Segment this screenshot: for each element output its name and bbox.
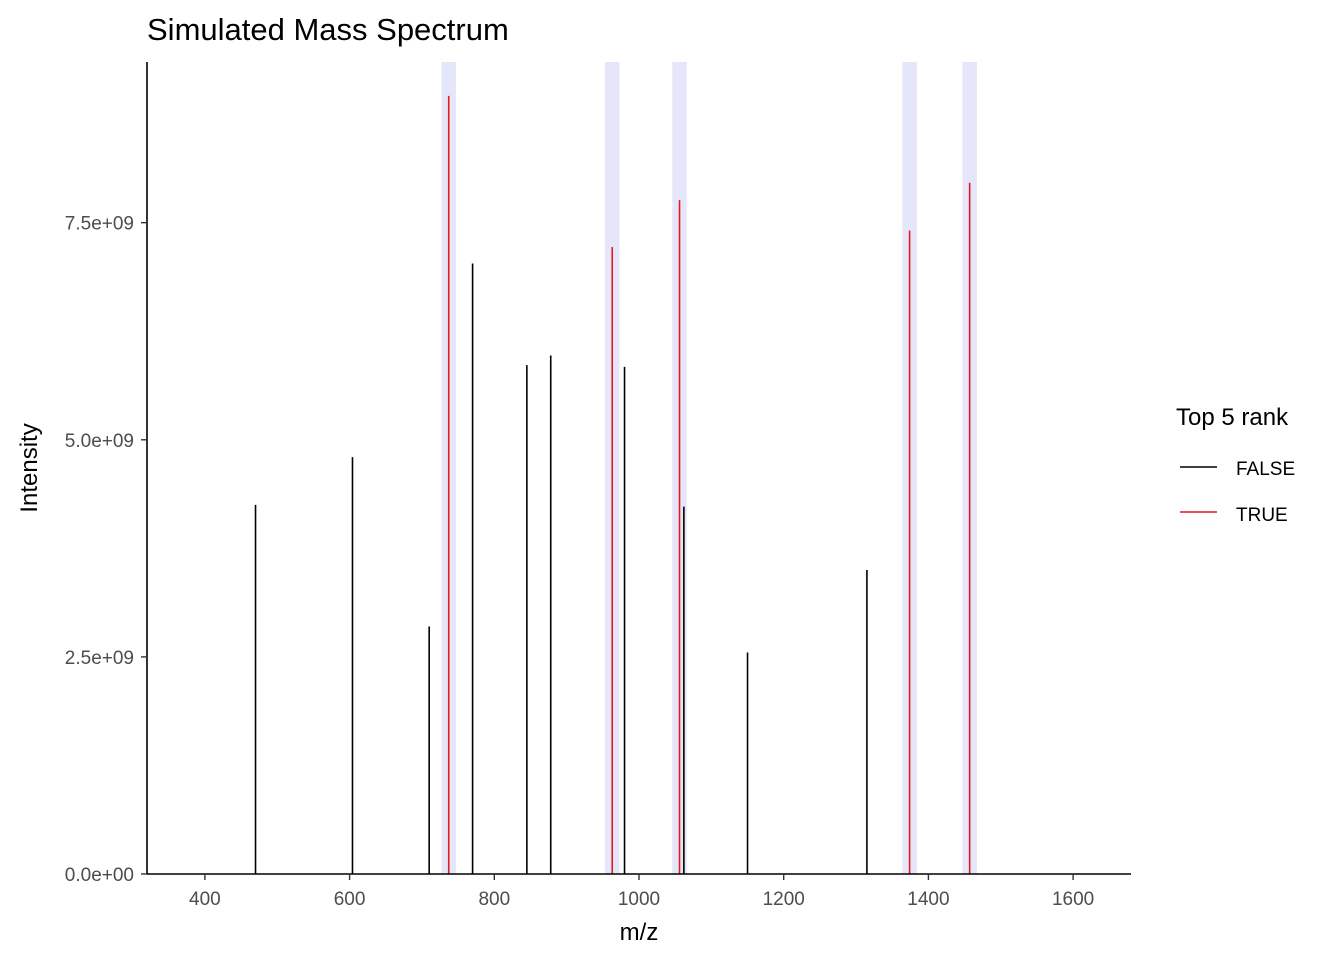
x-tick-label: 1400 [907,889,949,910]
highlight-bands [441,62,977,874]
legend-label-false: FALSE [1236,459,1295,480]
y-tick-label: 7.5e+09 [65,214,134,235]
x-tick-label: 400 [189,889,221,910]
y-tick-label: 2.5e+09 [65,648,134,669]
x-tick-label: 1600 [1052,889,1094,910]
x-axis-ticks: 400 600 800 1000 1200 1400 1600 [189,874,1094,910]
y-axis-title: Intensity [16,423,43,512]
x-tick-label: 800 [478,889,510,910]
y-tick-label: 5.0e+09 [65,431,134,452]
x-tick-label: 600 [334,889,366,910]
x-tick-label: 1000 [618,889,660,910]
y-tick-label: 0.0e+00 [65,865,134,886]
y-axis-ticks: 0.0e+00 2.5e+09 5.0e+09 7.5e+09 [65,214,147,886]
chart-title: Simulated Mass Spectrum [147,12,509,47]
spectrum-peaks [254,95,971,874]
legend: Top 5 rank FALSE TRUE [1176,404,1295,526]
legend-label-true: TRUE [1236,505,1288,526]
x-tick-label: 1200 [763,889,805,910]
x-axis-title: m/z [620,919,659,946]
legend-title: Top 5 rank [1176,404,1289,431]
